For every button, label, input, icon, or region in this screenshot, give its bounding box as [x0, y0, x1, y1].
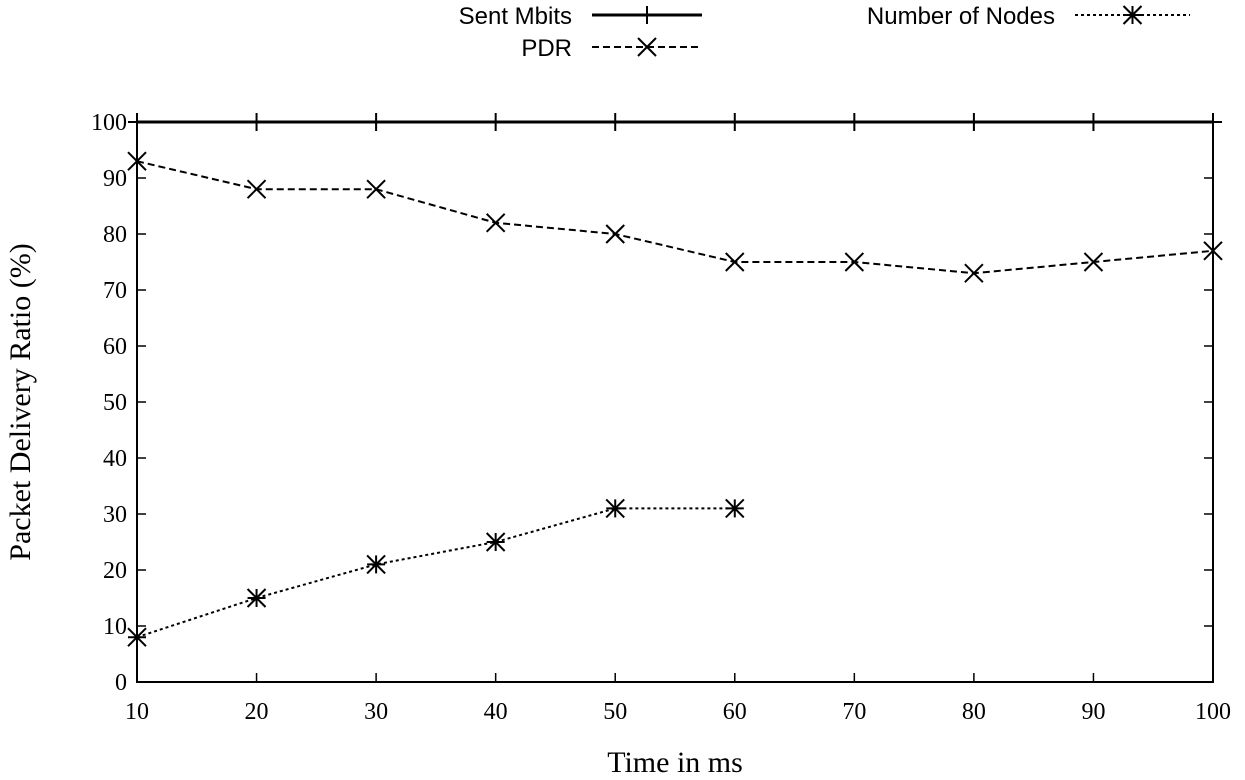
x-tick-label: 10	[125, 699, 149, 725]
data-point-number-of-nodes	[725, 498, 745, 519]
y-tick-label: 40	[103, 446, 127, 472]
data-point-sent-mbits	[486, 113, 505, 131]
plot-frame	[136, 121, 1214, 683]
data-point-sent-mbits	[1084, 113, 1103, 131]
data-point-sent-mbits	[1204, 113, 1222, 131]
data-point-sent-mbits	[964, 113, 983, 131]
axes: 0 10 20 30 40 50 60 70 80 90 100 10 20 30 40 50 60 70 80 90…	[91, 110, 1231, 725]
data-point-pdr	[1083, 252, 1104, 272]
legend-item-pdr: PDR	[521, 35, 702, 62]
y-tick-label: 10	[103, 614, 127, 640]
x-axis-title: Time in ms	[607, 746, 743, 779]
legend-item-sent-mbits: Sent Mbits	[459, 3, 702, 30]
series-number-of-nodes	[127, 498, 745, 647]
y-tick-label: 80	[103, 222, 127, 248]
y-tick-label: 20	[103, 558, 127, 584]
legend-item-number-of-nodes: Number of Nodes	[867, 3, 1190, 30]
y-axis-title: Packet Delivery Ratio (%)	[4, 243, 37, 560]
legend-marker-sent-mbits	[638, 6, 656, 24]
legend-marker-pdr	[637, 37, 657, 57]
x-tick-label: 40	[484, 699, 508, 725]
series-line-number-of-nodes	[136, 507, 735, 639]
data-point-pdr	[366, 179, 386, 199]
data-point-sent-mbits	[128, 113, 146, 131]
y-tick-label: 60	[103, 334, 127, 360]
x-tick-label: 20	[245, 699, 269, 725]
series-layer	[127, 113, 1223, 647]
y-tick-label: 70	[103, 278, 127, 304]
data-point-sent-mbits	[845, 113, 864, 131]
x-tick-label: 80	[962, 699, 986, 725]
series-line-pdr	[136, 160, 1214, 275]
data-point-sent-mbits	[367, 113, 386, 131]
data-point-pdr	[605, 224, 625, 244]
y-tick-label: 50	[103, 390, 127, 416]
data-point-number-of-nodes	[485, 532, 506, 552]
x-tick-label: 90	[1081, 699, 1105, 725]
series-sent-mbits	[128, 113, 1222, 131]
data-point-pdr	[844, 252, 865, 272]
legend-label: Sent Mbits	[459, 3, 572, 30]
legend-label: Number of Nodes	[867, 3, 1055, 30]
data-point-number-of-nodes	[605, 498, 625, 519]
data-point-sent-mbits	[247, 113, 266, 131]
y-tick-label: 0	[115, 670, 127, 696]
data-point-pdr	[725, 252, 745, 272]
data-point-number-of-nodes	[127, 627, 147, 647]
data-point-pdr	[485, 213, 506, 233]
data-point-number-of-nodes	[246, 588, 267, 608]
x-tick-label: 50	[603, 699, 627, 725]
data-point-pdr	[964, 263, 984, 283]
y-tick-label: 90	[103, 166, 127, 192]
legend: Sent Mbits PDR Number of Nodes	[459, 3, 1190, 62]
series-pdr	[127, 151, 1223, 283]
data-point-sent-mbits	[606, 113, 625, 131]
data-point-pdr	[127, 151, 147, 171]
x-tick-label: 30	[364, 699, 388, 725]
x-tick-label: 70	[842, 699, 866, 725]
data-point-pdr	[1203, 241, 1223, 261]
data-point-number-of-nodes	[366, 554, 386, 575]
legend-marker-number-of-nodes	[1122, 5, 1143, 25]
y-tick-label: 30	[103, 502, 127, 528]
data-point-pdr	[246, 179, 267, 199]
data-point-sent-mbits	[725, 113, 744, 131]
x-tick-label: 60	[723, 699, 747, 725]
legend-label: PDR	[521, 35, 572, 62]
y-tick-label: 100	[91, 110, 127, 136]
x-tick-label: 100	[1195, 699, 1231, 725]
